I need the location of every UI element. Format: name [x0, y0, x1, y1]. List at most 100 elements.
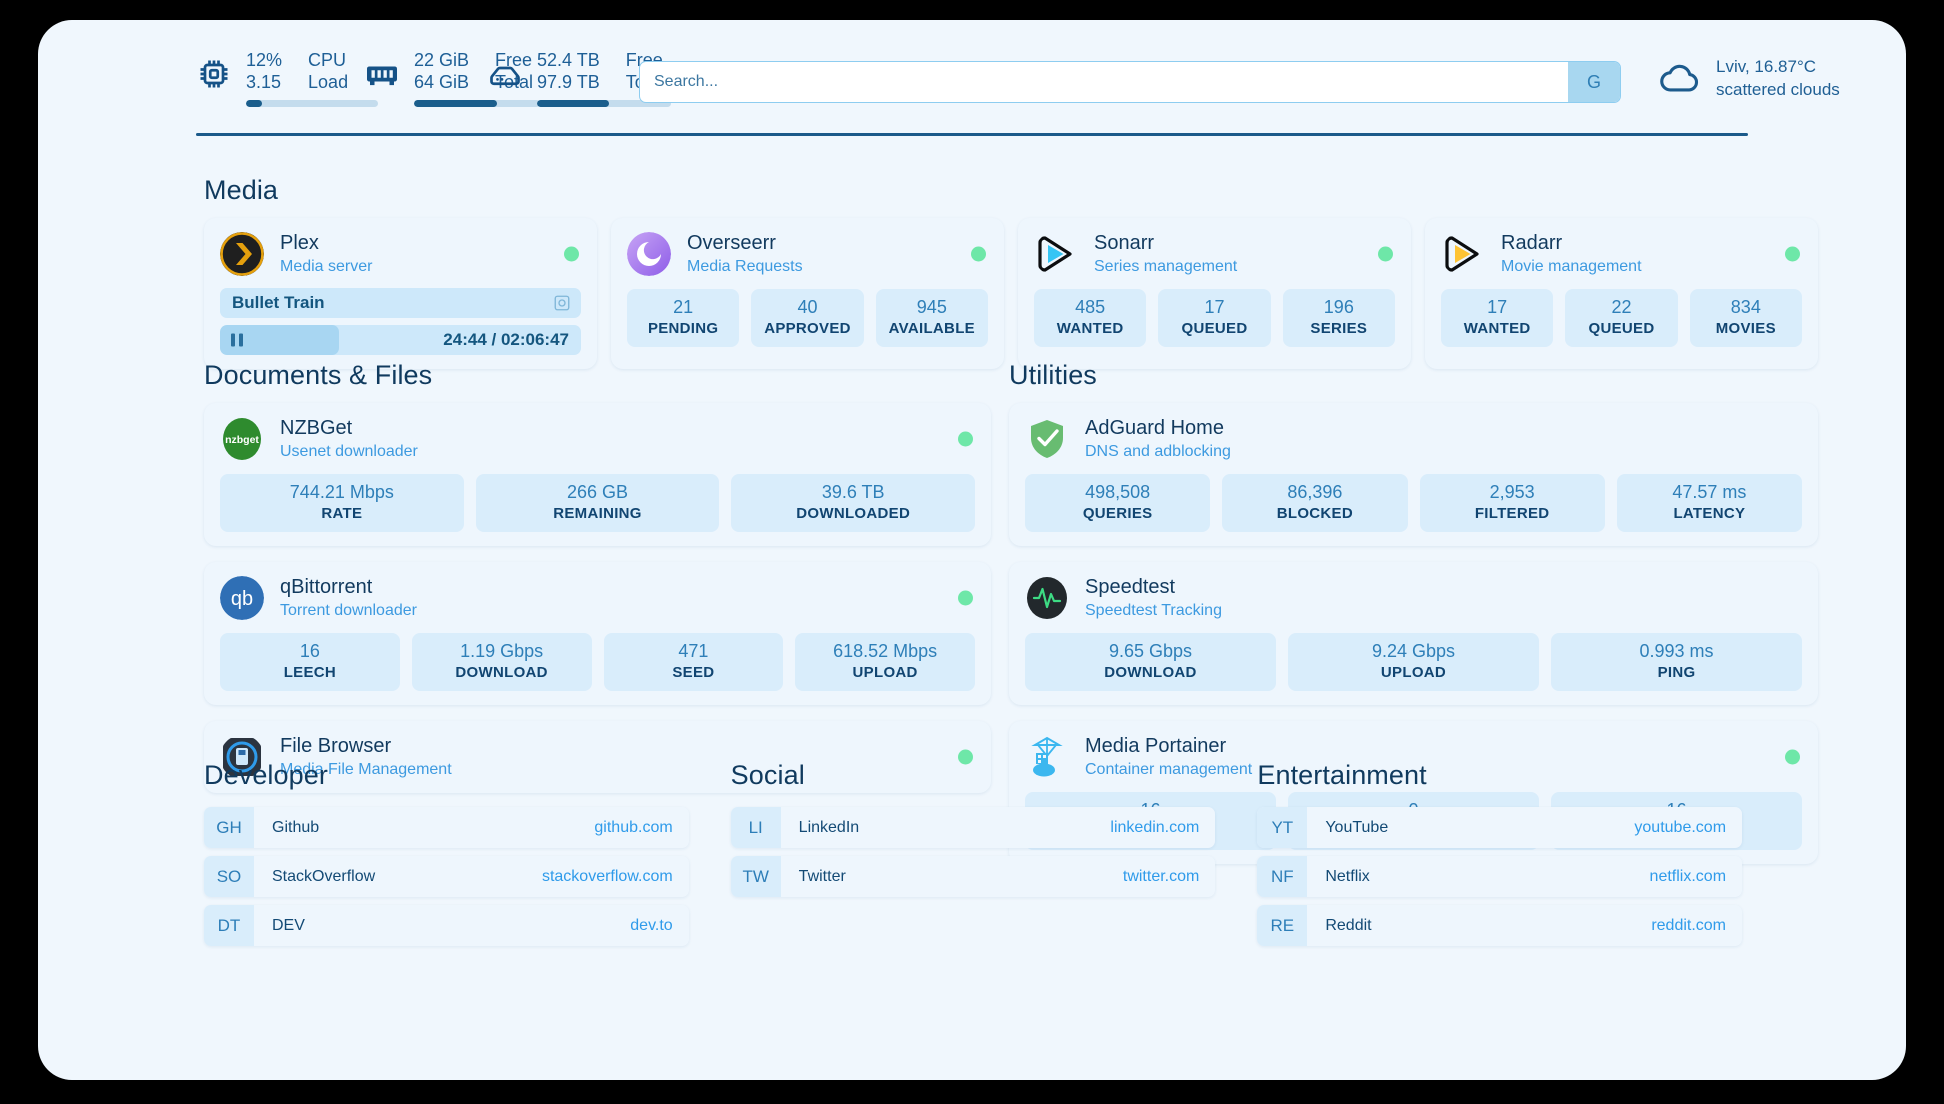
bookmark-item[interactable]: LI LinkedIn linkedin.com [730, 807, 1216, 848]
bookmark-item[interactable]: DT DEV dev.to [204, 905, 689, 946]
stat-tile: 17 QUEUED [1158, 289, 1271, 347]
service-card-file-browser[interactable]: File Browser Media File Management [204, 721, 991, 793]
stat-label: WANTED [1463, 320, 1531, 337]
stat-label: REMAINING [553, 505, 642, 522]
memory-label: Free [495, 50, 533, 70]
svg-text:nzbget: nzbget [225, 434, 259, 446]
stat-value: 17 [1204, 297, 1225, 317]
stat-tile: 17 WANTED [1441, 289, 1554, 347]
cpu-icon [196, 56, 232, 92]
stat-value: 498,508 [1085, 482, 1151, 502]
stat-value: 16 [299, 641, 320, 661]
stat-row: 498,508 QUERIES 86,396 BLOCKED 2,953 FIL… [1025, 474, 1802, 532]
stat-tile: 471 SEED [603, 633, 784, 691]
stat-label: FILTERED [1474, 505, 1550, 522]
stat-row: 485 WANTED 17 QUEUED 196 SERIES [1034, 289, 1395, 347]
stat-tile: 834 MOVIES [1689, 289, 1802, 347]
stat-label: PENDING [647, 320, 719, 337]
ram-icon [364, 56, 400, 92]
stat-row: 17 WANTED 22 QUEUED 834 MOVIES [1441, 289, 1802, 347]
now-playing-row[interactable]: Bullet Train [220, 288, 581, 318]
stat-label: DOWNLOAD [1104, 664, 1197, 681]
service-card-adguard-home[interactable]: AdGuard Home DNS and adblocking 498,508 … [1009, 403, 1818, 546]
card-header: Plex Media server [220, 232, 581, 276]
stat-label: MOVIES [1715, 320, 1776, 337]
bookmark-item[interactable]: NF Netflix netflix.com [1257, 856, 1743, 897]
pause-icon[interactable] [231, 333, 243, 347]
service-name: Sonarr [1094, 232, 1155, 254]
nzbget-logo-icon: nzbget [220, 417, 264, 461]
status-badge [1785, 749, 1800, 765]
bookmark-name: DEV [272, 916, 305, 934]
stat-label: QUEUED [1181, 320, 1248, 337]
stat-tile: 16 LEECH [220, 633, 400, 691]
service-card-radarr[interactable]: Radarr Movie management 17 WANTED 22 QUE… [1425, 218, 1818, 369]
cpu-value: 12% [246, 50, 283, 70]
service-subtitle: Torrent downloader [280, 602, 417, 619]
search-bar[interactable]: G [639, 61, 1621, 103]
stat-value: 266 GB [566, 482, 629, 502]
stat-label: BLOCKED [1276, 505, 1353, 522]
bookmark-item[interactable]: GH Github github.com [204, 807, 689, 848]
search-input[interactable] [640, 62, 1568, 102]
disk-usage-bar [537, 100, 671, 107]
service-card-overseerr[interactable]: Overseerr Media Requests 21 PENDING 40 A… [611, 218, 1004, 369]
stat-tile: 196 SERIES [1282, 289, 1395, 347]
stat-row: 21 PENDING 40 APPROVED 945 AVAILABLE [627, 289, 988, 347]
stat-label: SERIES [1310, 320, 1368, 337]
stat-label: UPLOAD [1380, 664, 1447, 681]
stat-tile: 39.6 TB DOWNLOADED [731, 474, 976, 532]
bookmark-item[interactable]: RE Reddit reddit.com [1257, 905, 1743, 946]
playback-time: 24:44 / 02:06:47 [443, 330, 569, 349]
speedtest-logo-icon [1025, 576, 1069, 620]
service-name: Speedtest [1085, 576, 1176, 598]
bookmark-item[interactable]: YT YouTube youtube.com [1257, 807, 1743, 848]
playback-progress-bar[interactable]: 24:44 / 02:06:47 [220, 325, 581, 355]
bookmark-item[interactable]: TW Twitter twitter.com [730, 856, 1216, 897]
service-card-sonarr[interactable]: Sonarr Series management 485 WANTED 17 Q… [1018, 218, 1411, 369]
cast-icon[interactable] [553, 294, 571, 312]
service-card-plex[interactable]: Plex Media server Bullet Train [204, 218, 597, 369]
stat-label: LEECH [283, 664, 337, 681]
status-badge [1378, 246, 1393, 262]
section-title-documents: Documents & Files [204, 360, 433, 390]
service-subtitle: Speedtest Tracking [1085, 602, 1222, 619]
stat-value: 40 [797, 297, 818, 317]
search-provider-button[interactable]: G [1568, 62, 1620, 102]
stat-tile: 498,508 QUERIES [1025, 474, 1211, 532]
memory-value: 22 GiB [414, 50, 470, 70]
service-card-qbittorrent[interactable]: qb qBittorrent Torrent downloader 16 LEE… [204, 562, 991, 705]
bookmark-name: YouTube [1325, 818, 1389, 836]
stat-value: 17 [1487, 297, 1508, 317]
stat-tile: 22 QUEUED [1565, 289, 1678, 347]
cpu-sub-value: 3.15 [246, 72, 282, 92]
stat-value: 22 [1611, 297, 1632, 317]
service-name: qBittorrent [280, 576, 373, 598]
status-badge [971, 246, 986, 262]
stat-value: 2,953 [1489, 482, 1535, 502]
stat-tile: 485 WANTED [1034, 289, 1147, 347]
stat-value: 618.52 Mbps [833, 641, 938, 661]
service-card-nzbget[interactable]: nzbget NZBGet Usenet downloader 744.21 M… [204, 403, 991, 546]
stat-value: 945 [916, 297, 947, 317]
top-bar: 12% 3.15 CPU Load [38, 20, 1906, 118]
service-name: Overseerr [687, 232, 776, 254]
stat-label: QUEUED [1588, 320, 1655, 337]
stat-label: UPLOAD [852, 664, 918, 681]
card-header: Media Portainer Container management [1025, 735, 1802, 779]
service-card-speedtest[interactable]: Speedtest Speedtest Tracking 9.65 Gbps D… [1009, 562, 1818, 705]
bookmark-abbr: LI [730, 807, 781, 848]
bookmark-group-title: Entertainment [1257, 760, 1427, 790]
bookmark-url: reddit.com [1651, 916, 1727, 934]
bookmark-abbr: YT [1257, 807, 1308, 848]
stat-value: 196 [1323, 297, 1354, 317]
card-header: Radarr Movie management [1441, 232, 1802, 276]
service-name: AdGuard Home [1085, 417, 1224, 439]
stat-value: 0.993 ms [1639, 641, 1714, 661]
bookmark-name: Github [272, 818, 320, 836]
stat-tile: 744.21 Mbps RATE [220, 474, 464, 532]
service-name: Radarr [1501, 232, 1563, 254]
bookmark-abbr: GH [204, 807, 254, 848]
service-subtitle: Media Requests [687, 258, 803, 275]
bookmark-item[interactable]: SO StackOverflow stackoverflow.com [204, 856, 689, 897]
